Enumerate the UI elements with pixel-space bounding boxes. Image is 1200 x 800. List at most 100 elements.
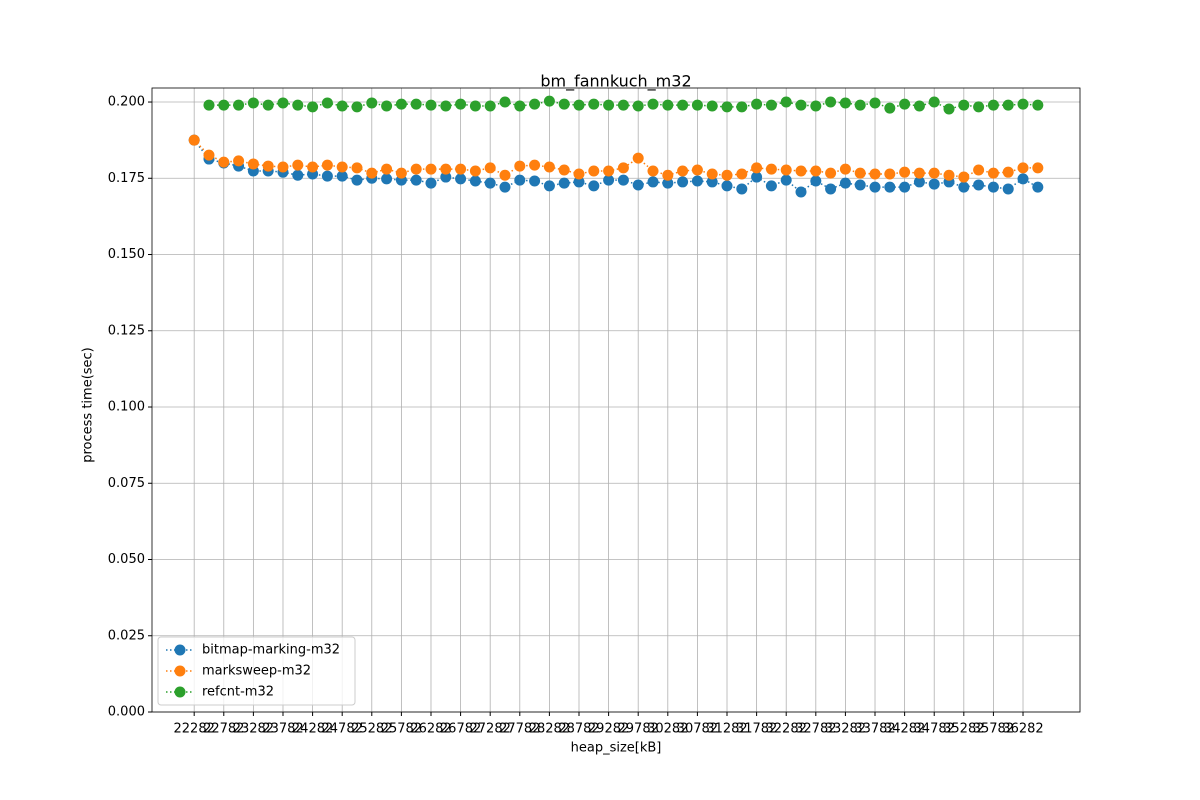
data-point [321, 159, 333, 171]
x-tick-label: 29782 [618, 722, 659, 737]
data-point [381, 163, 393, 175]
y-tick-label: 0.000 [108, 705, 145, 720]
data-point [721, 169, 733, 181]
data-point [321, 97, 333, 109]
data-point [617, 99, 629, 111]
data-point [899, 166, 911, 178]
data-point [455, 163, 467, 175]
data-point [1032, 162, 1044, 174]
data-point [943, 169, 955, 181]
data-point [410, 98, 422, 110]
data-point [825, 96, 837, 108]
data-point [573, 176, 585, 188]
data-point [395, 167, 407, 179]
data-point [854, 167, 866, 179]
data-point [514, 174, 526, 186]
data-point [247, 97, 259, 109]
x-tick-label: 28282 [529, 722, 570, 737]
data-point [869, 97, 881, 109]
data-point [677, 165, 689, 177]
y-tick-label: 0.175 [108, 171, 145, 186]
y-axis-label: process time(sec) [81, 347, 96, 463]
data-point [351, 101, 363, 113]
data-point [381, 100, 393, 112]
y-tick-label: 0.050 [108, 552, 145, 567]
chart-title: bm_fannkuch_m32 [540, 72, 691, 92]
x-axis-label: heap_size[kB] [571, 741, 662, 756]
data-point [706, 100, 718, 112]
data-point [706, 168, 718, 180]
plot-frame [151, 87, 1081, 713]
x-tick-label: 34282 [884, 722, 925, 737]
data-point [632, 179, 644, 191]
data-point [632, 100, 644, 112]
data-point [869, 168, 881, 180]
data-point [810, 100, 822, 112]
data-point [1002, 183, 1014, 195]
x-tick-label: 34782 [914, 722, 955, 737]
x-tick-label: 25282 [351, 722, 392, 737]
data-point [440, 163, 452, 175]
data-point [973, 101, 985, 113]
data-point [958, 171, 970, 183]
data-point [307, 161, 319, 173]
data-point [1002, 166, 1014, 178]
x-tick-label: 24782 [322, 722, 363, 737]
data-point [469, 165, 481, 177]
data-point [751, 171, 763, 183]
data-point [973, 179, 985, 191]
data-point [425, 99, 437, 111]
data-point [247, 158, 259, 170]
data-point [869, 181, 881, 193]
data-point [395, 98, 407, 110]
data-point [588, 98, 600, 110]
data-point [484, 162, 496, 174]
data-point [233, 155, 245, 167]
data-point [780, 96, 792, 108]
data-point [647, 165, 659, 177]
data-point [632, 152, 644, 164]
legend-box [157, 636, 356, 706]
data-point [884, 102, 896, 114]
data-point [440, 100, 452, 112]
data-point [647, 176, 659, 188]
data-point [780, 174, 792, 186]
data-point [603, 174, 615, 186]
data-point [839, 177, 851, 189]
data-point [469, 175, 481, 187]
data-point [691, 175, 703, 187]
data-point [736, 101, 748, 113]
data-point [884, 181, 896, 193]
y-tick-label: 0.125 [108, 323, 145, 338]
data-point [662, 177, 674, 189]
legend-marker [174, 644, 186, 656]
data-point [1017, 162, 1029, 174]
y-tick-label: 0.200 [108, 95, 145, 110]
data-point [913, 100, 925, 112]
data-point [810, 165, 822, 177]
data-point [913, 167, 925, 179]
data-point [307, 101, 319, 113]
x-tick-label: 22782 [203, 722, 244, 737]
x-tick-label: 23282 [233, 722, 274, 737]
data-point [958, 181, 970, 193]
data-point [825, 183, 837, 195]
y-tick-label: 0.150 [108, 247, 145, 262]
data-point [943, 103, 955, 115]
legend-marker [174, 665, 186, 677]
x-tick-label: 31282 [706, 722, 747, 737]
x-tick-label: 26282 [410, 722, 451, 737]
x-tick-label: 23782 [262, 722, 303, 737]
data-point [484, 100, 496, 112]
data-point [987, 181, 999, 193]
series-line [193, 139, 1038, 178]
data-point [1002, 99, 1014, 111]
x-tick-label: 36282 [1002, 722, 1043, 737]
x-tick-label: 25782 [381, 722, 422, 737]
y-tick-label: 0.025 [108, 628, 145, 643]
data-point [262, 160, 274, 172]
data-point [588, 180, 600, 192]
data-point [928, 96, 940, 108]
data-point [617, 162, 629, 174]
